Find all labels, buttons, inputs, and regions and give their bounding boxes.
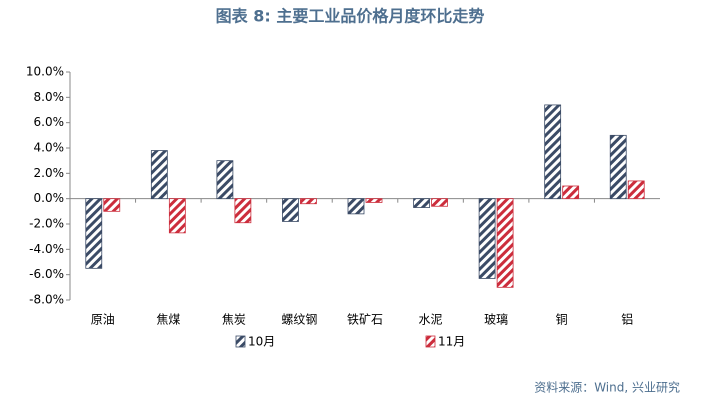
bar [431, 198, 448, 207]
bar [609, 134, 627, 200]
y-tick-label: -6.0% [29, 267, 64, 281]
bar [496, 198, 514, 288]
x-tick-label: 焦炭 [222, 313, 246, 327]
bar [85, 198, 103, 269]
y-tick-label: 10.0% [26, 65, 64, 79]
x-tick-label: 玻璃 [484, 313, 508, 327]
y-tick-label: -8.0% [29, 293, 64, 307]
bar [103, 198, 121, 212]
bar [282, 198, 299, 222]
bar [627, 180, 645, 200]
bar [347, 198, 365, 215]
y-tick-label: 0.0% [34, 191, 65, 205]
x-tick-label: 铁矿石 [347, 313, 383, 327]
x-tick-label: 焦煤 [156, 313, 180, 327]
x-tick-label: 螺纹钢 [281, 313, 317, 327]
y-tick-label: 4.0% [34, 141, 65, 155]
bar [365, 198, 383, 203]
legend-label: 11月 [438, 335, 465, 349]
bar [562, 185, 580, 200]
bar [216, 160, 234, 200]
x-tick-label: 水泥 [419, 313, 443, 327]
y-tick-label: 6.0% [34, 115, 65, 129]
legend-label: 10月 [248, 335, 275, 349]
y-tick-label: 2.0% [34, 166, 65, 180]
bar [234, 198, 252, 224]
bar [544, 104, 562, 200]
source-note: 资料来源：Wind, 兴业研究 [534, 380, 680, 395]
bar [150, 150, 168, 200]
x-tick-label: 铜 [556, 312, 568, 327]
legend-swatch [235, 335, 246, 348]
x-tick-label: 原油 [91, 313, 115, 327]
legend-swatch [425, 335, 436, 348]
y-tick-label: 8.0% [34, 90, 65, 104]
y-tick-label: -4.0% [29, 242, 64, 256]
bar [413, 198, 430, 208]
x-tick-label: 铝 [621, 312, 633, 327]
y-tick-label: -2.0% [29, 217, 64, 231]
chart-title: 图表 8: 主要工业品价格月度环比走势 [216, 7, 485, 26]
bar [478, 198, 496, 279]
bar [168, 198, 186, 234]
bar [300, 198, 317, 205]
